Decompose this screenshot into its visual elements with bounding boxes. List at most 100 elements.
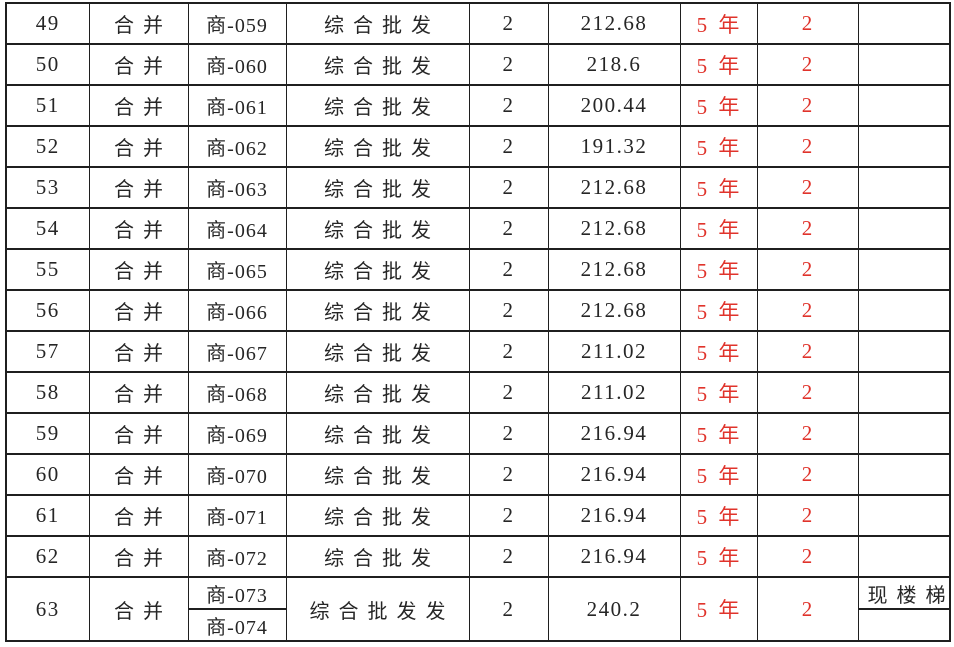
cell-note <box>857 43 951 86</box>
cell-note <box>857 207 951 250</box>
cell-term: 5 年 <box>679 453 758 496</box>
cell-count: 2 <box>756 43 859 86</box>
cell-no: 50 <box>5 43 90 86</box>
cell-merge: 合并 <box>88 2 189 45</box>
cell-count: 2 <box>756 453 859 496</box>
cell-use: 综合批发 <box>285 330 470 373</box>
cell-area: 211.02 <box>547 371 681 414</box>
cell-use: 综合批发 <box>285 289 470 332</box>
cell-unit: 商-063 <box>187 166 287 209</box>
cell-no: 62 <box>5 535 90 578</box>
cell-count: 2 <box>756 371 859 414</box>
cell-note <box>857 412 951 455</box>
cell-floors: 2 <box>468 330 549 373</box>
cell-no: 60 <box>5 453 90 496</box>
cell-count: 2 <box>756 330 859 373</box>
cell-use: 综合批发 <box>285 2 470 45</box>
cell-area: 212.68 <box>547 248 681 291</box>
cell-area: 200.44 <box>547 84 681 127</box>
cell-note <box>857 494 951 537</box>
cell-no: 49 <box>5 2 90 45</box>
cell-area: 212.68 <box>547 166 681 209</box>
cell-merge: 合并 <box>88 248 189 291</box>
cell-merge: 合并 <box>88 330 189 373</box>
cell-term: 5 年 <box>679 576 758 642</box>
cell-use: 综合批发 <box>285 453 470 496</box>
cell-unit: 商-064 <box>187 207 287 250</box>
cell-merge: 合并 <box>88 166 189 209</box>
cell-unit: 商-071 <box>187 494 287 537</box>
cell-area: 212.68 <box>547 289 681 332</box>
cell-note <box>857 84 951 127</box>
cell-unit: 商-066 <box>187 289 287 332</box>
cell-unit: 商-065 <box>187 248 287 291</box>
cell-floors: 2 <box>468 166 549 209</box>
cell-no: 53 <box>5 166 90 209</box>
cell-use: 综合批发 <box>285 43 470 86</box>
cell-area: 191.32 <box>547 125 681 168</box>
cell-floors: 2 <box>468 371 549 414</box>
cell-floors: 2 <box>468 2 549 45</box>
cell-note <box>857 535 951 578</box>
cell-area: 212.68 <box>547 207 681 250</box>
cell-use: 综合批发 <box>285 412 470 455</box>
cell-no: 61 <box>5 494 90 537</box>
cell-count: 2 <box>756 84 859 127</box>
cell-merge: 合并 <box>88 289 189 332</box>
cell-no: 63 <box>5 576 90 642</box>
cell-term: 5 年 <box>679 248 758 291</box>
cell-use: 综合批发 <box>285 166 470 209</box>
cell-note <box>857 608 951 642</box>
cell-count: 2 <box>756 207 859 250</box>
cell-floors: 2 <box>468 207 549 250</box>
cell-area: 212.68 <box>547 2 681 45</box>
cell-unit: 商-067 <box>187 330 287 373</box>
cell-use: 综合批发 <box>285 125 470 168</box>
cell-area: 216.94 <box>547 453 681 496</box>
cell-count: 2 <box>756 412 859 455</box>
cell-floors: 2 <box>468 494 549 537</box>
cell-area: 211.02 <box>547 330 681 373</box>
table-row-merged-top: 63 合并 商-073 综合批发发 2 240.2 5 年 2 现楼梯 <box>5 576 951 642</box>
cell-no: 51 <box>5 84 90 127</box>
table-row-merged-bottom: 商-074 <box>6 608 951 642</box>
cell-merge: 合并 <box>88 576 189 642</box>
cell-count: 2 <box>756 166 859 209</box>
cell-merge: 合并 <box>88 412 189 455</box>
cell-no: 54 <box>5 207 90 250</box>
cell-count: 2 <box>756 576 859 642</box>
cell-unit: 商-059 <box>187 2 287 45</box>
cell-term: 5 年 <box>679 412 758 455</box>
cell-unit: 商-073 <box>187 576 287 610</box>
cell-area: 216.94 <box>547 494 681 537</box>
cell-term: 5 年 <box>679 494 758 537</box>
cell-no: 58 <box>5 371 90 414</box>
cell-note <box>857 289 951 332</box>
cell-unit: 商-061 <box>187 84 287 127</box>
cell-floors: 2 <box>468 289 549 332</box>
cell-note: 现楼梯 <box>857 576 951 610</box>
cell-use: 综合批发 <box>285 371 470 414</box>
cell-no: 52 <box>5 125 90 168</box>
cell-note <box>857 2 951 45</box>
cell-note <box>857 166 951 209</box>
cell-term: 5 年 <box>679 207 758 250</box>
cell-floors: 2 <box>468 535 549 578</box>
cell-count: 2 <box>756 289 859 332</box>
cell-count: 2 <box>756 248 859 291</box>
cell-count: 2 <box>756 125 859 168</box>
cell-no: 57 <box>5 330 90 373</box>
cell-use: 综合批发发 <box>285 576 470 642</box>
cell-note <box>857 330 951 373</box>
cell-merge: 合并 <box>88 125 189 168</box>
